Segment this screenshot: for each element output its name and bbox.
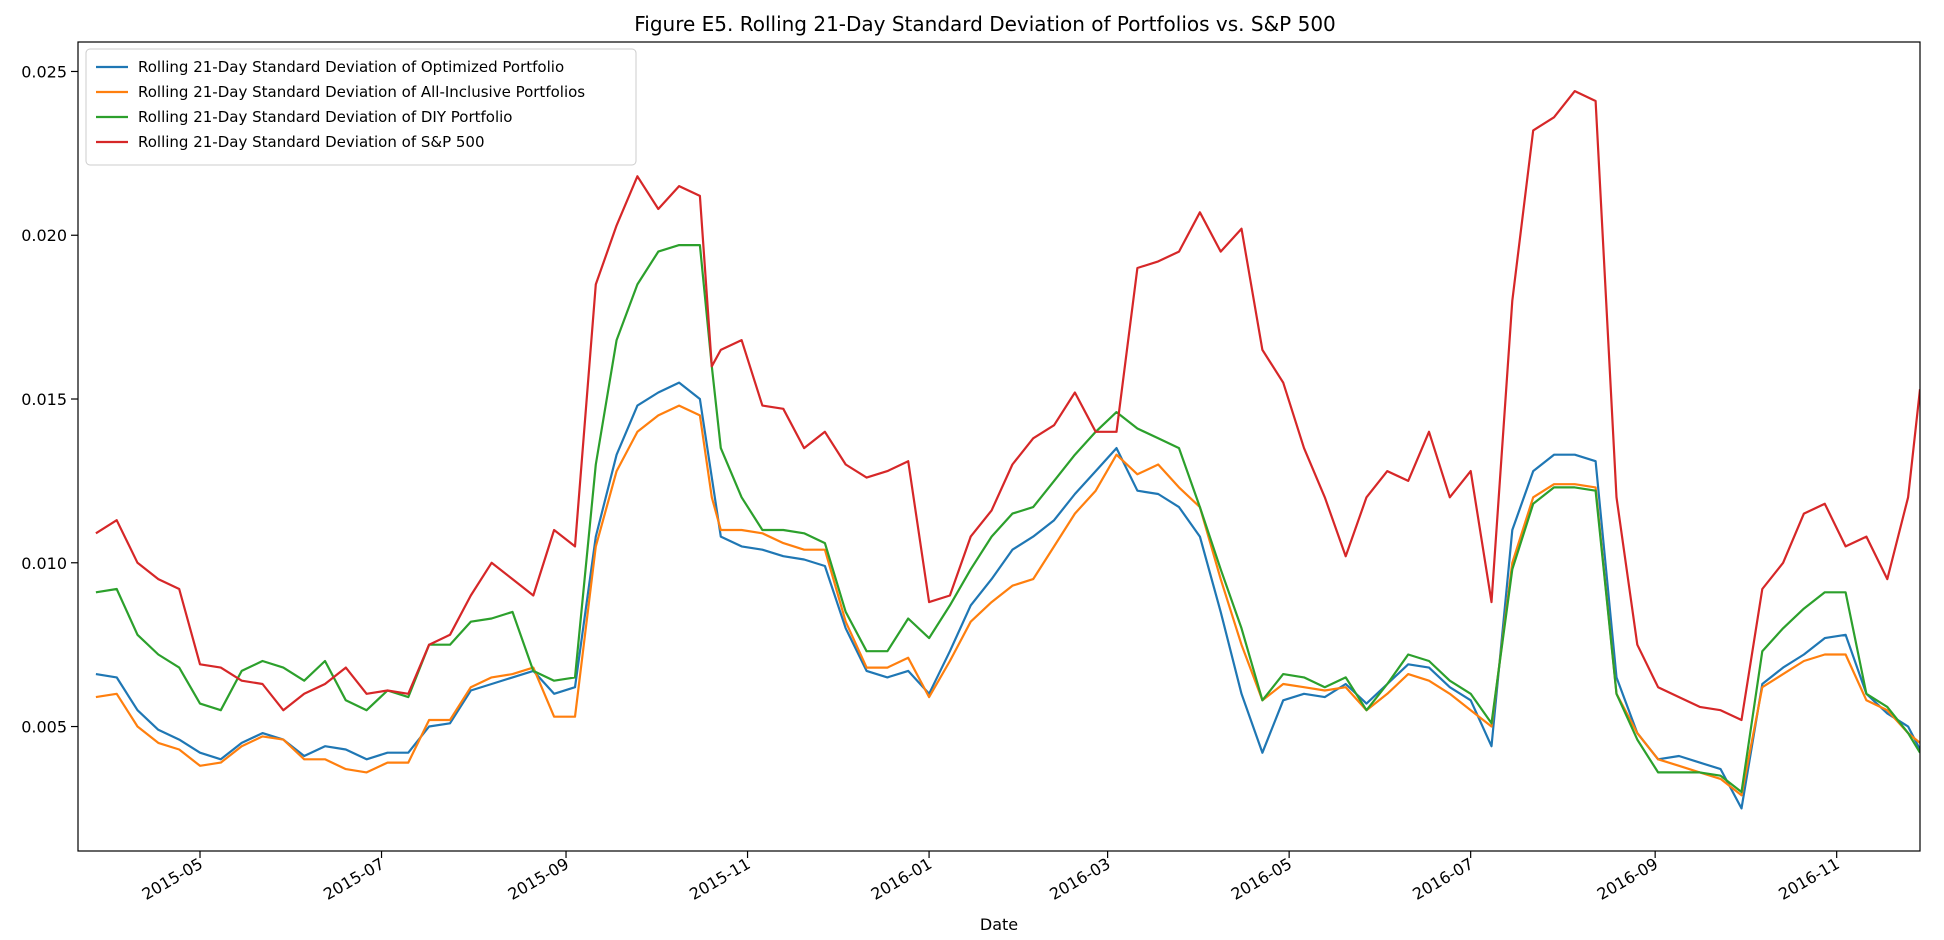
y-tick-label: 0.005: [21, 718, 67, 737]
legend-label-0: Rolling 21-Day Standard Deviation of Opt…: [138, 58, 564, 76]
x-tick-label: 2016-01: [868, 854, 935, 904]
x-tick-label: 2016-07: [1409, 854, 1476, 904]
y-tick-label: 0.020: [21, 226, 67, 245]
legend-label-1: Rolling 21-Day Standard Deviation of All…: [138, 83, 585, 101]
series-line-2: [95, 244, 1920, 794]
legend-label-2: Rolling 21-Day Standard Deviation of DIY…: [138, 108, 512, 126]
x-tick-label: 2015-09: [505, 854, 572, 904]
series-line-3: [95, 90, 1920, 722]
chart-title: Figure E5. Rolling 21-Day Standard Devia…: [634, 12, 1336, 36]
x-tick-label: 2016-09: [1594, 854, 1661, 904]
plot-frame: [77, 41, 1921, 852]
legend-label-3: Rolling 21-Day Standard Deviation of S&P…: [138, 133, 485, 151]
x-tick-label: 2016-03: [1046, 854, 1113, 904]
x-axis: 2015-05 2015-07 2015-09 2015-11 2016-01 2016-…: [139, 851, 1843, 904]
x-tick-label: 2015-07: [320, 854, 387, 904]
legend-box: [85, 48, 637, 166]
x-tick-label: 2015-05: [139, 854, 206, 904]
y-tick-label: 0.025: [21, 62, 67, 81]
series-layer: [95, 90, 1920, 810]
x-axis-label: Date: [980, 915, 1018, 934]
y-axis: 0.005 0.010 0.015 0.020 0.025: [21, 62, 78, 737]
x-tick-label: 2016-11: [1775, 854, 1842, 904]
x-tick-label: 2016-05: [1228, 854, 1295, 904]
series-line-0: [95, 381, 1920, 810]
y-tick-label: 0.015: [21, 390, 67, 409]
y-tick-label: 0.010: [21, 554, 67, 573]
legend: Rolling 21-Day Standard Deviation of Opt…: [85, 48, 637, 166]
series-line-1: [95, 404, 1920, 797]
x-tick-label: 2015-11: [686, 854, 753, 904]
